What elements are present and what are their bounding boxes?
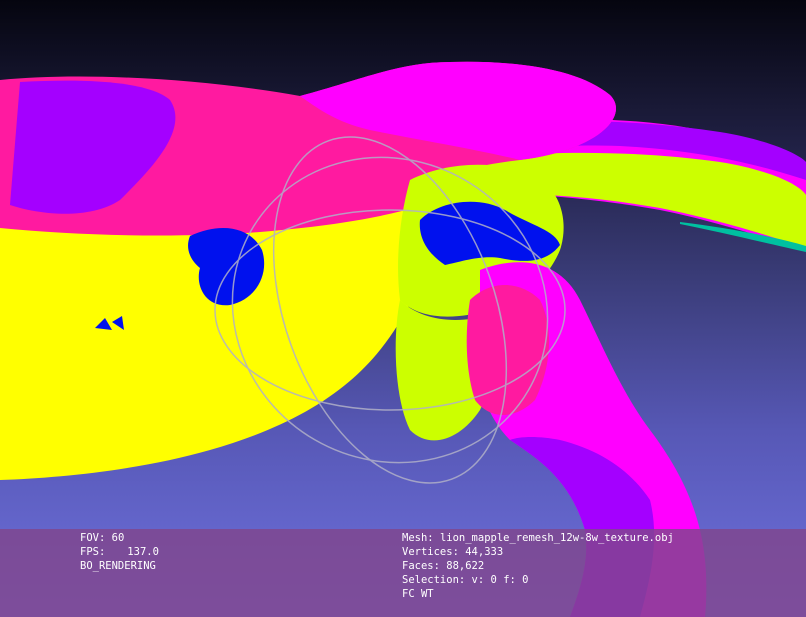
render-mode: BO_RENDERING: [80, 560, 156, 572]
trackball-ring-vertical: [272, 136, 508, 484]
selection-v-value: 0: [490, 574, 497, 586]
faces-value: 88,622: [446, 560, 485, 572]
fps-label: FPS:: [80, 546, 106, 558]
trackball-ring-horizontal: [214, 209, 566, 411]
trackball-gizmo[interactable]: [176, 100, 603, 520]
fov-label: FOV:: [80, 532, 106, 544]
mesh-stats: Mesh: lion_mapple_remesh_12w-8w_texture.…: [402, 531, 674, 601]
vertices-row: Vertices: 44,333: [402, 545, 674, 559]
fov-value: 60: [111, 532, 125, 544]
trackball-ring-diagonal: [231, 156, 549, 464]
mesh-body-top-magenta: [300, 61, 616, 160]
mesh-body-belly: [0, 206, 428, 480]
selection-v-label: v:: [471, 574, 485, 586]
mesh-body-blue-patch: [188, 227, 265, 306]
selection-row: Selection: v: 0 f: 0: [402, 573, 674, 587]
vertices-label: Vertices:: [402, 546, 459, 558]
mesh-name: lion_mapple_remesh_12w-8w_texture.obj: [439, 532, 674, 544]
selection-label: Selection:: [402, 574, 466, 586]
selection-f-value: 0: [522, 574, 529, 586]
fps-row: FPS: 137.0: [80, 545, 159, 559]
mesh-body-blue-dots: [95, 316, 124, 330]
faces-row: Faces: 88,622: [402, 559, 674, 573]
status-overlay: FOV: 60 FPS: 137.0 BO_RENDERING Mesh: lio…: [0, 529, 806, 617]
mesh-tail-teal: [680, 222, 806, 252]
render-stats: FOV: 60 FPS: 137.0 BO_RENDERING: [80, 531, 159, 573]
fps-value: 137.0: [127, 546, 159, 558]
mesh-body-top-purple: [10, 80, 176, 214]
fov-row: FOV: 60: [80, 531, 159, 545]
vertices-value: 44,333: [465, 546, 504, 558]
faces-label: Faces:: [402, 560, 440, 572]
selection-f-label: f:: [503, 574, 516, 586]
mesh-leg-pink: [466, 285, 550, 415]
mesh-row: Mesh: lion_mapple_remesh_12w-8w_texture.…: [402, 531, 674, 545]
flags: FC WT: [402, 588, 434, 600]
mesh-label: Mesh:: [402, 532, 434, 544]
